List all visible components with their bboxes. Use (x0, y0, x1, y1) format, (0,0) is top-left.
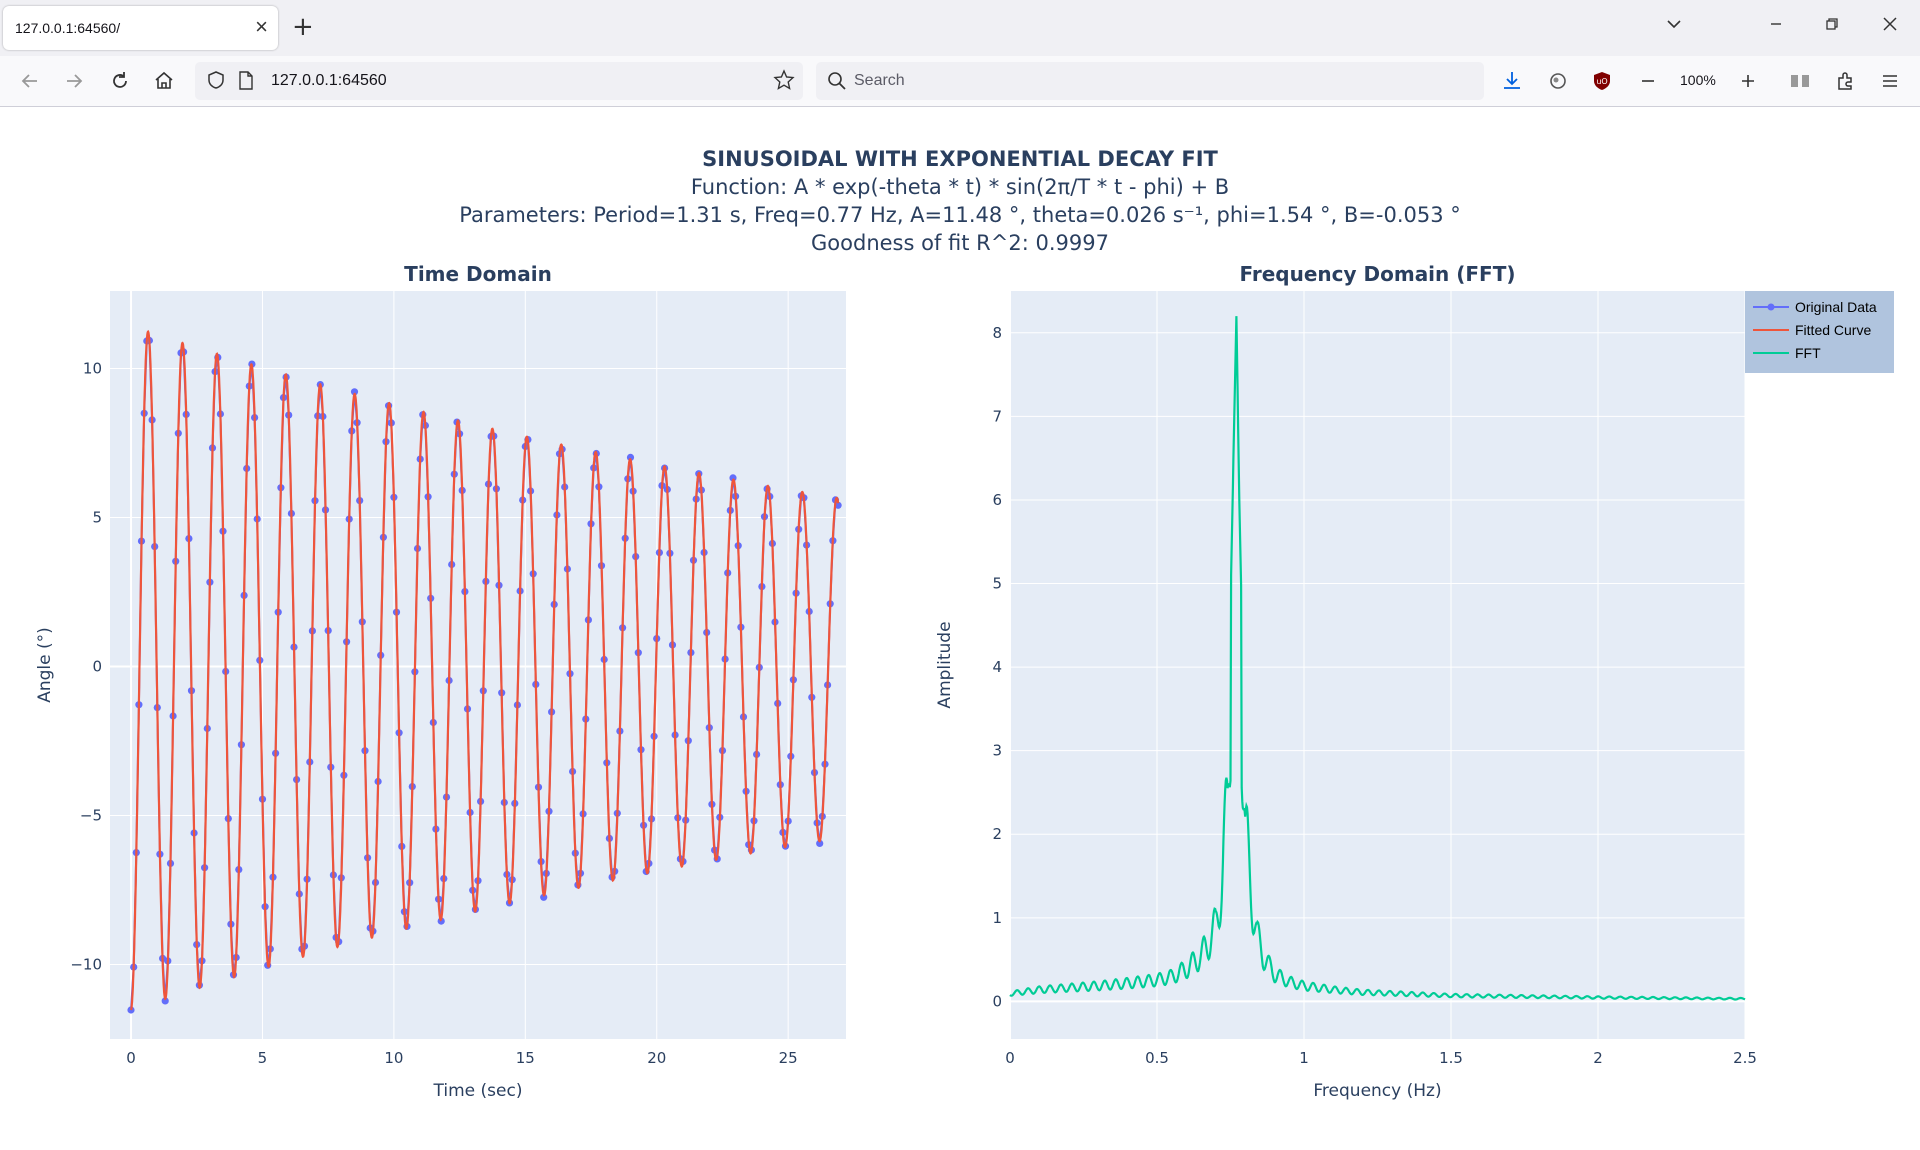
x-tick-label: 2.5 (1733, 1049, 1757, 1067)
parameters-line: Parameters: Period=1.31 s, Freq=0.77 Hz,… (459, 203, 1461, 227)
legend[interactable]: Original Data Fitted Curve FFT (1745, 291, 1894, 373)
minimize-icon[interactable] (1766, 14, 1786, 39)
goodness-of-fit-line: Goodness of fit R^2: 0.9997 (811, 231, 1109, 255)
y-tick-label: 0 (992, 992, 1002, 1010)
fft-plot-area[interactable] (1010, 291, 1745, 1039)
y-tick-label: 5 (992, 575, 1002, 593)
y-tick-label: 6 (992, 491, 1002, 509)
x-tick-label: 20 (647, 1049, 666, 1067)
function-line: Function: A * exp(-theta * t) * sin(2π/T… (690, 175, 1230, 199)
reader-view-icon[interactable] (1788, 69, 1812, 93)
time-domain-title: Time Domain (404, 262, 552, 286)
y-tick-label: 2 (992, 825, 1002, 843)
x-tick-label: 25 (779, 1049, 798, 1067)
x-tick-label: 15 (516, 1049, 535, 1067)
reload-icon[interactable] (108, 69, 132, 93)
original-data-point (161, 997, 169, 1005)
back-arrow-icon[interactable] (18, 69, 42, 93)
tab-bar: 127.0.0.1:64560/ × + (0, 0, 1920, 56)
legend-label: Fitted Curve (1795, 322, 1872, 338)
y-tick-label: 4 (992, 658, 1002, 676)
original-data-point (540, 893, 548, 901)
x-tick-label: 1.5 (1439, 1049, 1463, 1067)
download-icon[interactable] (1500, 69, 1524, 93)
original-data-point (350, 388, 359, 396)
original-data-point (816, 839, 824, 848)
y-tick-label: 10 (83, 359, 102, 377)
legend-label: Original Data (1795, 299, 1877, 315)
y-tick-label: 0 (92, 657, 102, 675)
x-axis-label: Frequency (Hz) (1313, 1081, 1441, 1101)
page-content: SINUSOIDAL WITH EXPONENTIAL DECAY FIT Fu… (0, 107, 1920, 1150)
extensions-puzzle-icon[interactable] (1834, 69, 1858, 93)
x-tick-label: 0.5 (1145, 1049, 1169, 1067)
home-icon[interactable] (152, 69, 176, 93)
y-tick-label: 1 (992, 909, 1002, 927)
y-tick-label: 8 (992, 324, 1002, 342)
ublock-icon[interactable]: uO (1590, 69, 1614, 93)
y-tick-label: −10 (70, 955, 102, 973)
zoom-out-icon[interactable] (1636, 69, 1660, 93)
zoom-in-icon[interactable] (1736, 69, 1760, 93)
frequency-domain-title: Frequency Domain (FFT) (1239, 262, 1516, 286)
bookmark-star-icon[interactable] (773, 69, 795, 96)
x-tick-label: 5 (258, 1049, 268, 1067)
extension-blob-icon[interactable] (1546, 69, 1570, 93)
fitted-curve-line (129, 329, 840, 1011)
new-tab-icon[interactable]: + (292, 12, 314, 42)
legend-label: FFT (1795, 345, 1821, 361)
zoom-level[interactable]: 100% (1680, 72, 1716, 88)
original-data-point (626, 453, 635, 461)
forward-arrow-icon[interactable] (62, 69, 86, 93)
y-tick-label: 7 (992, 407, 1002, 425)
fft-line (1009, 316, 1746, 1001)
x-tick-label: 0 (1005, 1049, 1015, 1067)
window-close-icon[interactable] (1880, 14, 1900, 39)
close-icon[interactable]: × (255, 14, 268, 39)
y-tick-label: 5 (92, 508, 102, 526)
restore-icon[interactable] (1822, 14, 1842, 39)
chevron-down-icon[interactable] (1664, 14, 1684, 39)
y-tick-label: −5 (80, 806, 102, 824)
x-axis-label: Time (sec) (433, 1081, 523, 1101)
page-icon (237, 70, 255, 97)
figure-title: SINUSOIDAL WITH EXPONENTIAL DECAY FIT (702, 147, 1218, 171)
shield-icon[interactable] (205, 69, 227, 96)
x-tick-label: 0 (126, 1049, 136, 1067)
search-icon (826, 70, 848, 97)
figure-titles: SINUSOIDAL WITH EXPONENTIAL DECAY FIT Fu… (0, 145, 1920, 257)
x-tick-label: 10 (384, 1049, 403, 1067)
browser-tab[interactable]: 127.0.0.1:64560/ × (3, 6, 278, 50)
address-bar[interactable]: 127.0.0.1:64560 (195, 62, 803, 100)
search-input[interactable]: Search (854, 72, 905, 89)
time-plot-area[interactable] (110, 291, 846, 1039)
y-axis-label: Amplitude (935, 621, 955, 708)
tab-title: 127.0.0.1:64560/ (15, 20, 121, 36)
y-tick-label: 3 (992, 742, 1002, 760)
y-axis-label: Angle (°) (35, 627, 55, 703)
x-tick-label: 1 (1299, 1049, 1309, 1067)
url-text[interactable]: 127.0.0.1:64560 (271, 72, 387, 89)
search-bar[interactable]: Search (816, 62, 1484, 100)
svg-text:uO: uO (1596, 77, 1607, 86)
x-tick-label: 2 (1593, 1049, 1603, 1067)
navigation-toolbar: 127.0.0.1:64560 Search uO 100% (0, 56, 1920, 107)
menu-hamburger-icon[interactable] (1878, 69, 1902, 93)
